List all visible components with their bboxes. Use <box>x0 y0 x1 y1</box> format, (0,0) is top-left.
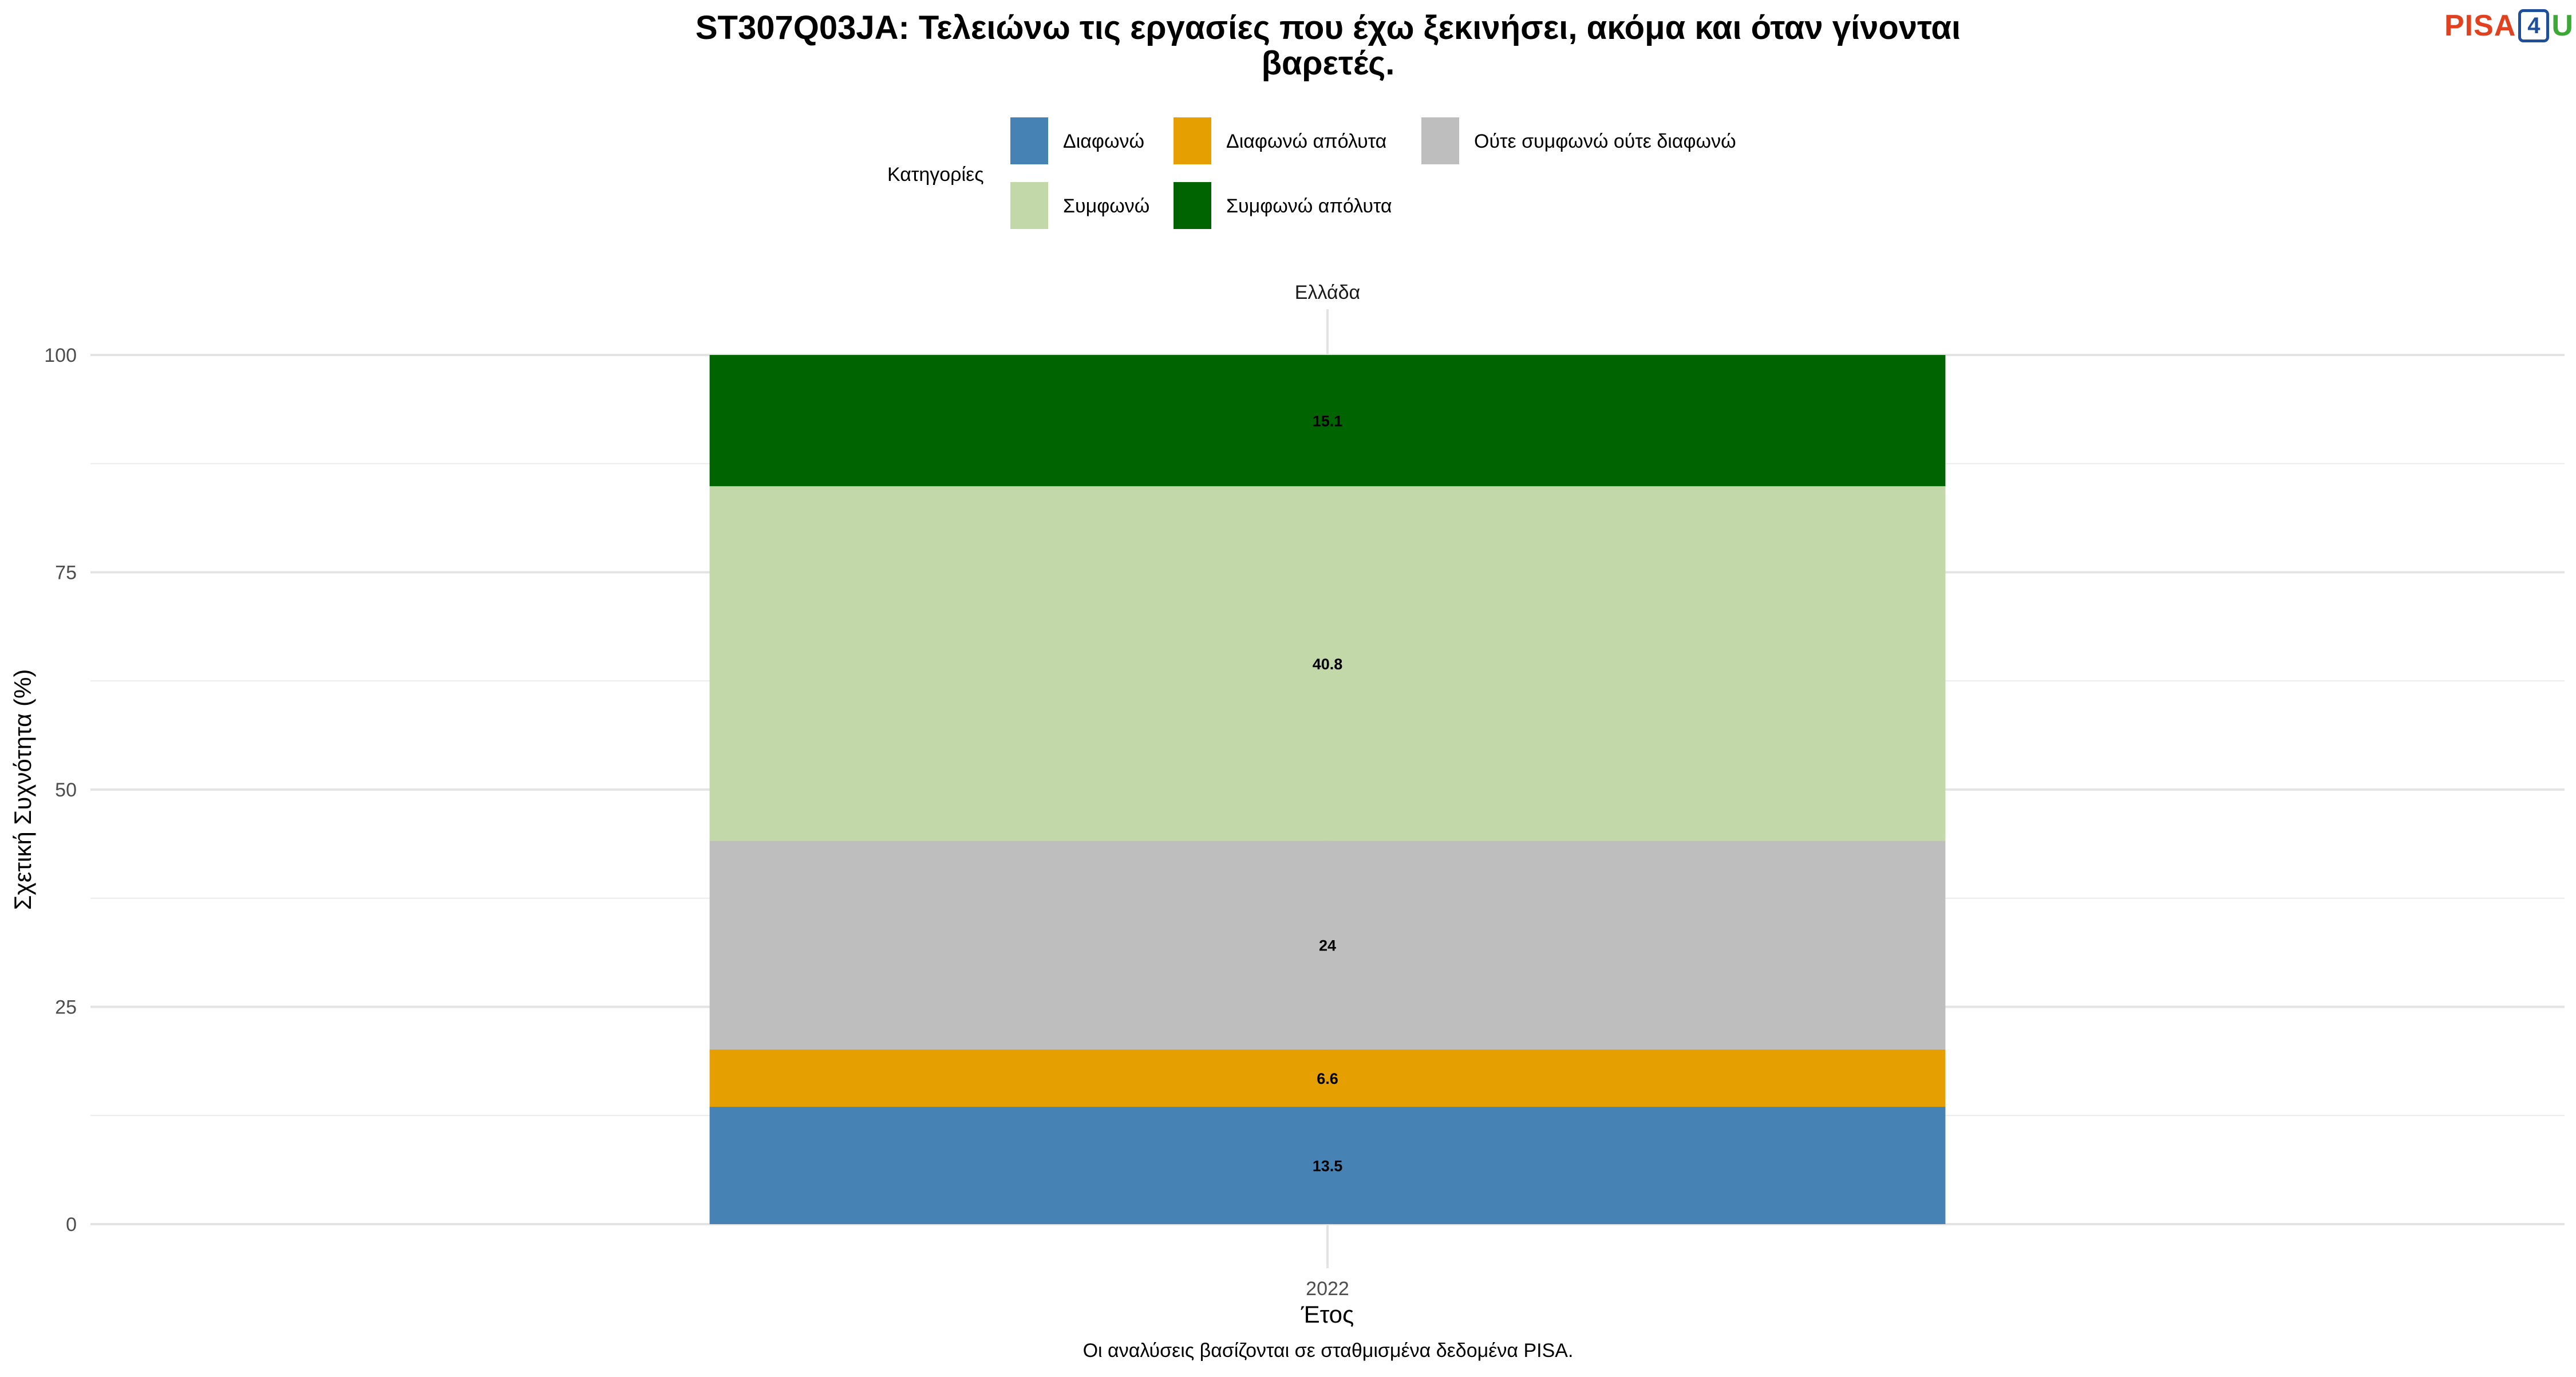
legend-label: Ούτε συμφωνώ ούτε διαφωνώ <box>1474 131 1736 152</box>
y-axis-title: Σχετική Συχνότητα (%) <box>9 669 36 910</box>
bars-layer <box>709 355 1946 1224</box>
chart-title-line: βαρετές. <box>1262 45 1395 82</box>
legend-key <box>1010 117 1048 164</box>
x-axis-title: Έτος <box>1301 1301 1354 1328</box>
data-label: 40.8 <box>1313 656 1343 673</box>
bar-segment <box>709 486 1946 841</box>
legend-title: Κατηγορίες <box>887 164 984 186</box>
legend-key <box>1010 182 1048 229</box>
legend-key <box>1174 117 1211 164</box>
bar-segment <box>709 1049 1946 1107</box>
bar-segment <box>709 841 1946 1049</box>
data-label: 6.6 <box>1317 1070 1338 1087</box>
pisa4u-logo: PISA 4 U <box>2444 6 2573 46</box>
y-tick-label: 25 <box>55 997 77 1019</box>
x-tick-label: 2022 <box>1306 1278 1349 1300</box>
y-tick-label: 100 <box>44 345 77 366</box>
text-layer: 0 25 50 75 100 2022 13.5 6.6 24 40.8 15.1 ST307Q03J… <box>9 9 1961 1362</box>
legend-label: Συμφωνώ <box>1063 195 1149 217</box>
legend-key <box>1421 117 1459 164</box>
data-label: 24 <box>1319 937 1336 954</box>
data-label: 13.5 <box>1313 1158 1343 1175</box>
bar-segment <box>709 1107 1946 1224</box>
logo-u-text: U <box>2551 9 2573 42</box>
y-tick-label: 75 <box>55 562 77 584</box>
y-tick-label: 0 <box>66 1214 77 1236</box>
logo-pisa-text: PISA <box>2444 9 2516 42</box>
legend-label: Διαφωνώ απόλυτα <box>1226 131 1386 152</box>
data-label: 15.1 <box>1313 413 1343 430</box>
legend-label: Διαφωνώ <box>1063 131 1144 152</box>
logo-four-box: 4 <box>2518 9 2550 42</box>
bar-segment <box>709 355 1946 487</box>
y-tick-label: 50 <box>55 779 77 801</box>
legend: Κατηγορίες Διαφωνώ Διαφωνώ απόλυτα Ούτε συμ… <box>887 117 1736 229</box>
chart-title-line: ST307Q03JA: Τελειώνω τις εργασίες που έχ… <box>696 9 1961 46</box>
legend-key <box>1174 182 1211 229</box>
legend-label: Συμφωνώ απόλυτα <box>1226 195 1392 217</box>
caption: Οι αναλύσεις βασίζονται σε σταθμισμένα δ… <box>1083 1340 1574 1362</box>
facet-label: Ελλάδα <box>1295 282 1360 303</box>
